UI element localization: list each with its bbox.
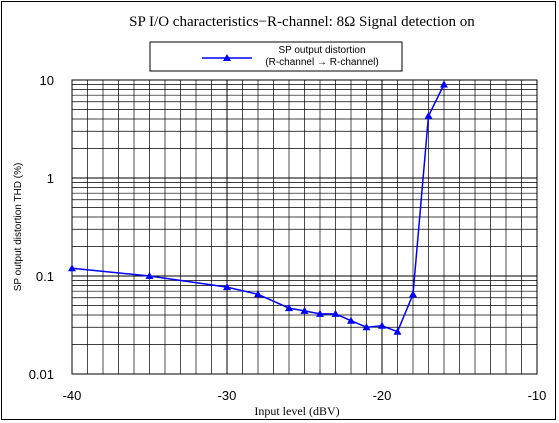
x-axis-label: Input level (dBV) — [254, 404, 339, 418]
data-point — [393, 327, 402, 335]
legend: SP output distortion (R-channel → R-chan… — [149, 41, 403, 72]
legend-label: SP output distortion — [278, 45, 365, 56]
x-tick-label: -20 — [373, 388, 392, 403]
series-layer — [68, 80, 448, 335]
data-point — [347, 316, 355, 324]
data-point — [285, 304, 293, 312]
legend-box — [149, 41, 403, 72]
grid — [71, 79, 538, 375]
data-point — [145, 272, 154, 279]
data-point — [68, 264, 76, 272]
data-point — [300, 306, 309, 314]
chart-title: SP I/O characteristics−R-channel: 8Ω Sig… — [129, 14, 475, 30]
data-point — [440, 80, 448, 88]
x-tick-label: -10 — [528, 388, 547, 403]
tick-labels: -40 -30 -20 -10 10 1 0.1 0.01 — [29, 73, 547, 403]
data-point — [331, 309, 340, 317]
legend-label-line2: (R-channel → R-channel) — [265, 57, 378, 68]
data-point — [316, 309, 324, 317]
data-point — [254, 290, 262, 298]
x-tick-label: -40 — [63, 388, 82, 403]
legend-marker — [223, 54, 231, 61]
data-point — [223, 283, 231, 291]
y-axis-label: SP output distortion THD (%) — [13, 163, 24, 292]
data-point — [378, 321, 386, 329]
y-tick-label: 0.01 — [29, 367, 54, 382]
data-point — [424, 111, 433, 119]
x-tick-label: -30 — [218, 388, 237, 403]
y-tick-label: 1 — [47, 171, 54, 186]
data-point — [362, 323, 371, 331]
y-tick-label: 0.1 — [36, 269, 54, 284]
y-tick-label: 10 — [40, 73, 54, 88]
data-point — [409, 290, 417, 298]
